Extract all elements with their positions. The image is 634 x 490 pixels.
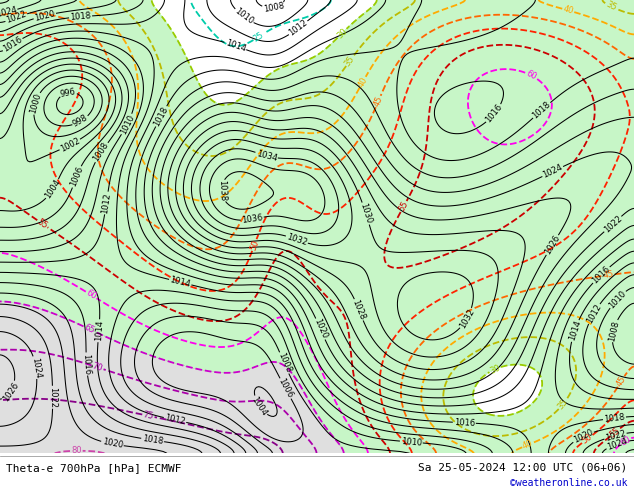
Text: 1012: 1012 <box>585 302 603 325</box>
Text: 35: 35 <box>604 0 618 13</box>
Text: 60: 60 <box>619 434 632 447</box>
Text: 1020: 1020 <box>312 318 329 341</box>
Text: 30: 30 <box>335 26 349 40</box>
Text: 55: 55 <box>36 217 49 230</box>
Text: 1022: 1022 <box>604 429 626 443</box>
Text: 1014: 1014 <box>567 319 582 342</box>
Text: 45: 45 <box>603 270 614 280</box>
Text: 1008: 1008 <box>92 141 111 164</box>
Text: 1032: 1032 <box>285 232 308 247</box>
Text: Theta-e 700hPa [hPa] ECMWF: Theta-e 700hPa [hPa] ECMWF <box>6 463 182 473</box>
Text: 60: 60 <box>84 288 98 301</box>
Text: 1018: 1018 <box>604 413 626 424</box>
Text: 1002: 1002 <box>58 136 81 153</box>
Text: 55: 55 <box>609 425 622 439</box>
Text: 1018: 1018 <box>531 100 553 121</box>
Text: 1004: 1004 <box>44 178 63 200</box>
Text: 80: 80 <box>71 446 82 455</box>
Text: 1020: 1020 <box>34 9 56 23</box>
Text: 55: 55 <box>397 200 410 213</box>
Text: 1028: 1028 <box>351 298 367 321</box>
Text: 1014: 1014 <box>169 275 191 289</box>
Text: 1022: 1022 <box>5 10 28 25</box>
Text: 1032: 1032 <box>458 307 476 330</box>
Text: 1024: 1024 <box>30 356 42 379</box>
Text: 1018: 1018 <box>141 434 164 446</box>
Text: 1016: 1016 <box>590 264 612 285</box>
Text: 1010: 1010 <box>401 437 422 447</box>
Text: Sa 25-05-2024 12:00 UTC (06+06): Sa 25-05-2024 12:00 UTC (06+06) <box>418 463 628 473</box>
Text: 1012: 1012 <box>164 414 186 427</box>
Text: 35: 35 <box>556 397 570 411</box>
Text: 40: 40 <box>521 439 534 451</box>
Text: 35: 35 <box>343 54 357 68</box>
Text: 1024: 1024 <box>541 163 564 180</box>
Text: 70: 70 <box>91 362 104 373</box>
Text: 50: 50 <box>249 239 261 251</box>
Text: 1012: 1012 <box>287 18 309 38</box>
Text: 1004: 1004 <box>250 395 269 417</box>
Text: 998: 998 <box>72 113 89 129</box>
Text: 40: 40 <box>356 75 369 89</box>
Text: 1016: 1016 <box>453 417 475 428</box>
Text: 1036: 1036 <box>241 213 264 225</box>
Text: 30: 30 <box>488 363 501 375</box>
Text: 1008: 1008 <box>276 351 292 374</box>
Text: 60: 60 <box>524 69 538 82</box>
Text: 1030: 1030 <box>358 202 373 225</box>
Text: 1020: 1020 <box>101 438 124 450</box>
Text: 996: 996 <box>60 87 77 98</box>
Text: 1012: 1012 <box>100 192 112 214</box>
Text: ©weatheronline.co.uk: ©weatheronline.co.uk <box>510 478 628 488</box>
Text: 1014: 1014 <box>224 38 247 53</box>
Text: 1022: 1022 <box>48 387 57 408</box>
Text: 1010: 1010 <box>233 7 255 26</box>
Text: 1006: 1006 <box>276 377 294 400</box>
Text: 1038: 1038 <box>217 180 226 201</box>
Text: 1014: 1014 <box>94 320 104 342</box>
Text: 1016: 1016 <box>81 353 92 375</box>
Text: 1024: 1024 <box>605 437 628 452</box>
Text: 1008: 1008 <box>262 1 285 14</box>
Text: 45: 45 <box>372 95 384 108</box>
Text: 40: 40 <box>562 4 574 16</box>
Text: 1000: 1000 <box>28 92 42 115</box>
Text: 1016: 1016 <box>484 103 505 125</box>
Text: 1022: 1022 <box>602 214 624 234</box>
Text: 1034: 1034 <box>255 149 278 163</box>
Text: 1018: 1018 <box>152 105 170 128</box>
Text: 1016: 1016 <box>1 35 24 54</box>
Text: 1026: 1026 <box>543 234 562 256</box>
Text: 25: 25 <box>252 30 266 43</box>
Text: 1018: 1018 <box>70 11 91 22</box>
Text: 1010: 1010 <box>119 113 136 136</box>
Text: 1010: 1010 <box>607 289 628 310</box>
Text: 75: 75 <box>142 410 155 421</box>
Text: 50: 50 <box>580 433 594 446</box>
Text: 1006: 1006 <box>68 165 85 188</box>
Text: 65: 65 <box>82 323 96 335</box>
Text: 45: 45 <box>614 375 628 389</box>
Text: 1008: 1008 <box>607 319 620 342</box>
Text: 1020: 1020 <box>572 428 595 445</box>
Text: 1024: 1024 <box>0 6 18 20</box>
Text: 1026: 1026 <box>1 380 20 403</box>
